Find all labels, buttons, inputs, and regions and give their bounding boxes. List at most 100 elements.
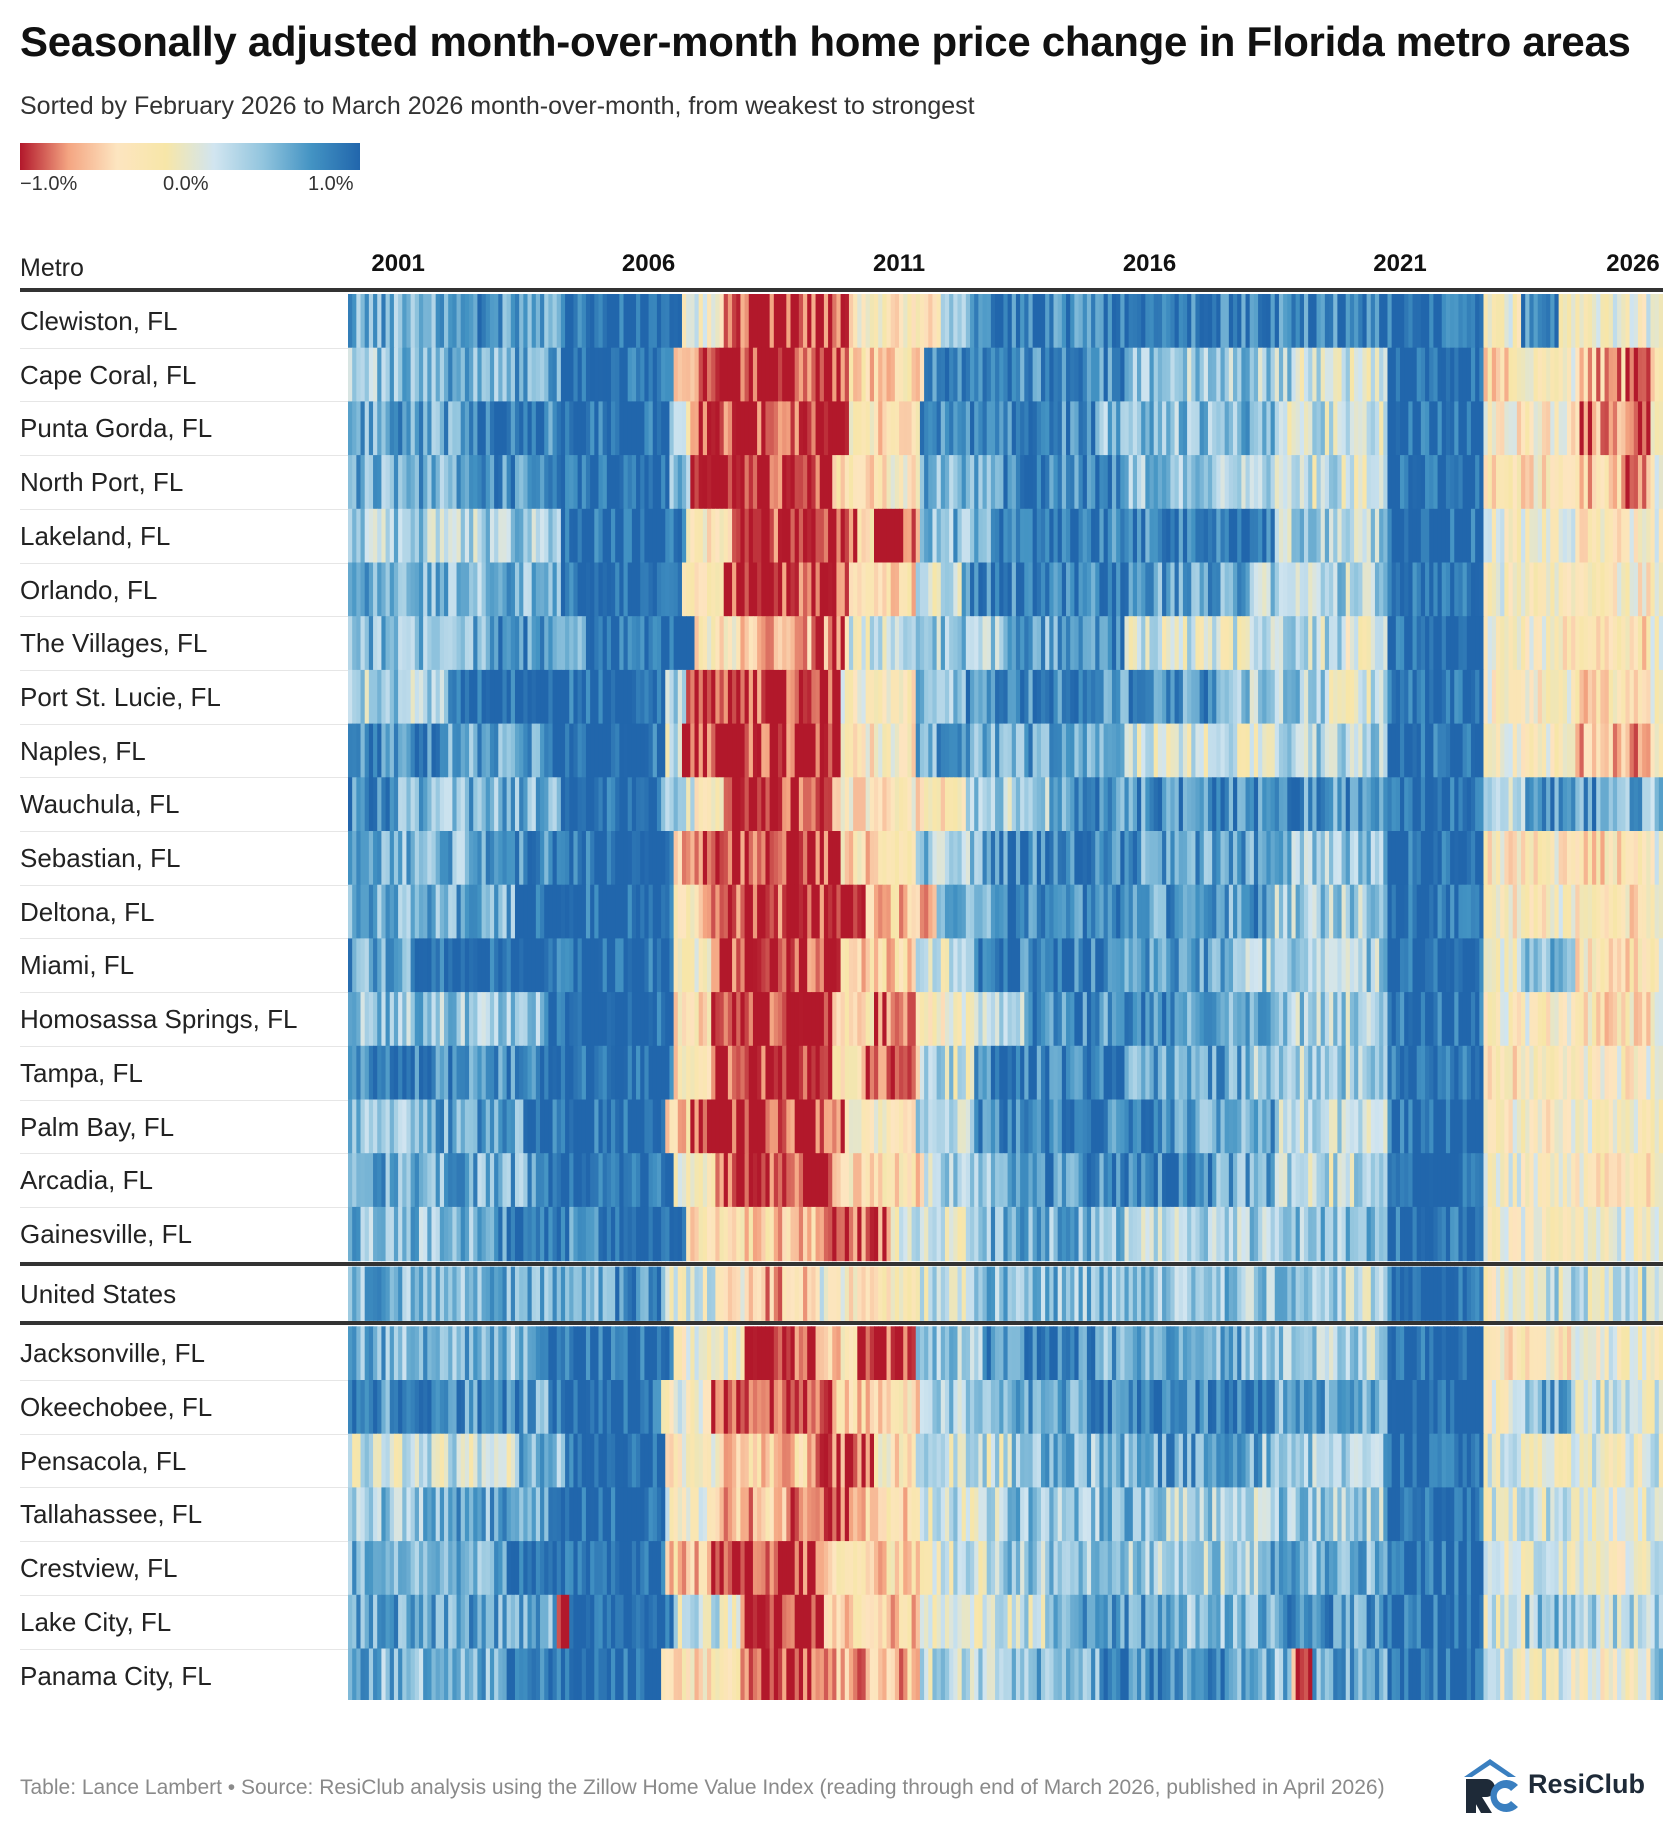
heatmap-cell <box>393 294 399 349</box>
heatmap-cell <box>844 508 850 564</box>
heatmap-cell <box>1032 884 1038 939</box>
heatmap-cell <box>694 616 700 671</box>
heatmap-cell <box>640 777 645 832</box>
heatmap-cell <box>907 347 913 402</box>
heatmap-cell <box>1153 884 1159 939</box>
heatmap-cell <box>1650 777 1656 832</box>
heatmap-cell <box>874 992 879 1047</box>
heatmap-cell <box>740 401 746 456</box>
heatmap-cell <box>765 938 771 993</box>
heatmap-cell <box>1253 777 1259 832</box>
heatmap-cell <box>418 669 424 725</box>
heatmap-cell <box>393 831 399 886</box>
heatmap-cell <box>957 938 963 993</box>
heatmap-cell <box>970 723 975 778</box>
heatmap-cell <box>410 294 416 349</box>
heatmap-cell <box>1053 616 1059 671</box>
heatmap-cell <box>1404 401 1409 456</box>
heatmap-cell <box>1111 455 1117 510</box>
heatmap-cell <box>644 347 650 402</box>
heatmap-cell <box>1408 723 1414 778</box>
heatmap-cell <box>919 723 925 778</box>
heatmap-cell <box>990 884 996 939</box>
heatmap-cell <box>1416 669 1422 725</box>
heatmap-cell <box>1500 669 1505 725</box>
heatmap-cell <box>1262 777 1268 832</box>
heatmap-cell <box>886 884 892 939</box>
heatmap-cell <box>1299 884 1305 939</box>
heatmap-cell <box>1120 508 1126 564</box>
heatmap-cell <box>1650 992 1656 1047</box>
heatmap-cell <box>356 401 362 456</box>
heatmap-cell <box>1521 723 1526 778</box>
heatmap-cell <box>652 616 658 671</box>
heatmap-cell <box>1212 347 1217 402</box>
heatmap-cell <box>540 347 545 402</box>
heatmap-cell <box>1024 401 1030 456</box>
heatmap-cell <box>782 562 787 617</box>
heatmap-cell <box>1241 1045 1247 1101</box>
heatmap-cell <box>924 938 929 993</box>
heatmap-cell <box>999 723 1005 778</box>
heatmap-cell <box>573 669 579 725</box>
heatmap-cell <box>1496 723 1501 778</box>
heatmap-cell <box>569 294 575 349</box>
heatmap-cell <box>736 1099 742 1154</box>
heatmap-cell <box>865 508 871 564</box>
heatmap-cell <box>581 938 587 993</box>
heatmap-cell <box>974 1045 979 1101</box>
row-separator <box>20 992 348 994</box>
heatmap-cell <box>1132 777 1138 832</box>
heatmap-cell <box>769 669 775 725</box>
heatmap-cell <box>1053 992 1059 1047</box>
heatmap-cell <box>961 508 967 564</box>
heatmap-cell <box>594 1045 600 1101</box>
heatmap-cell <box>1241 294 1247 349</box>
heatmap-cell <box>1274 455 1280 510</box>
heatmap-cell <box>844 938 850 993</box>
heatmap-cell <box>1028 831 1034 886</box>
heatmap-cell <box>1554 992 1560 1047</box>
heatmap-cell <box>352 884 357 939</box>
heatmap-cell <box>1420 938 1426 993</box>
heatmap-cell <box>1149 938 1155 993</box>
heatmap-cell <box>1324 294 1330 349</box>
heatmap-cell <box>715 455 721 510</box>
heatmap-cell <box>1458 401 1464 456</box>
heatmap-cell <box>527 669 533 725</box>
heatmap-cell <box>1583 294 1589 349</box>
heatmap-cell <box>1333 1045 1338 1101</box>
heatmap-cell <box>686 723 691 778</box>
heatmap-cell <box>890 616 896 671</box>
heatmap-cell <box>1091 455 1096 510</box>
heatmap-cell <box>1533 777 1539 832</box>
heatmap-cell <box>1166 777 1171 832</box>
heatmap-cell <box>1454 294 1460 349</box>
heatmap-cell <box>1141 616 1146 671</box>
metro-column-header: Metro <box>20 254 84 282</box>
heatmap-cell <box>1195 723 1201 778</box>
heatmap-cell <box>999 294 1005 349</box>
heatmap-cell <box>356 1099 362 1154</box>
heatmap-cell <box>995 508 1000 564</box>
heatmap-cell <box>1049 723 1055 778</box>
heatmap-cell <box>1608 455 1614 510</box>
heatmap-cell <box>1124 401 1130 456</box>
heatmap-cell <box>1020 777 1025 832</box>
heatmap-cell <box>928 455 934 510</box>
heatmap-cell <box>769 616 775 671</box>
heatmap-cell <box>469 1045 474 1101</box>
heatmap-cell <box>406 1099 412 1154</box>
heatmap-cell <box>1203 401 1209 456</box>
heatmap-cell <box>953 723 959 778</box>
heatmap-cell <box>853 669 858 725</box>
heatmap-cell <box>498 1099 504 1154</box>
heatmap-cell <box>1379 1045 1384 1101</box>
heatmap-cell <box>389 1045 395 1101</box>
row-label: Crestview, FL <box>20 1553 178 1584</box>
heatmap-cell <box>1650 723 1656 778</box>
heatmap-cell <box>727 992 733 1047</box>
heatmap-cell <box>1020 884 1025 939</box>
heatmap-cell <box>944 831 950 886</box>
heatmap-cell <box>456 992 462 1047</box>
